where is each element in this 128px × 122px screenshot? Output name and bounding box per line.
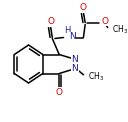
Text: H: H	[64, 26, 70, 35]
Text: O: O	[56, 88, 63, 97]
Text: N: N	[71, 55, 78, 64]
Text: N: N	[69, 32, 76, 41]
Text: CH$_3$: CH$_3$	[88, 71, 104, 83]
Text: O: O	[47, 17, 54, 26]
Text: CH$_3$: CH$_3$	[112, 23, 128, 36]
Text: O: O	[102, 17, 109, 26]
Text: O: O	[80, 3, 87, 12]
Text: N: N	[71, 64, 78, 73]
